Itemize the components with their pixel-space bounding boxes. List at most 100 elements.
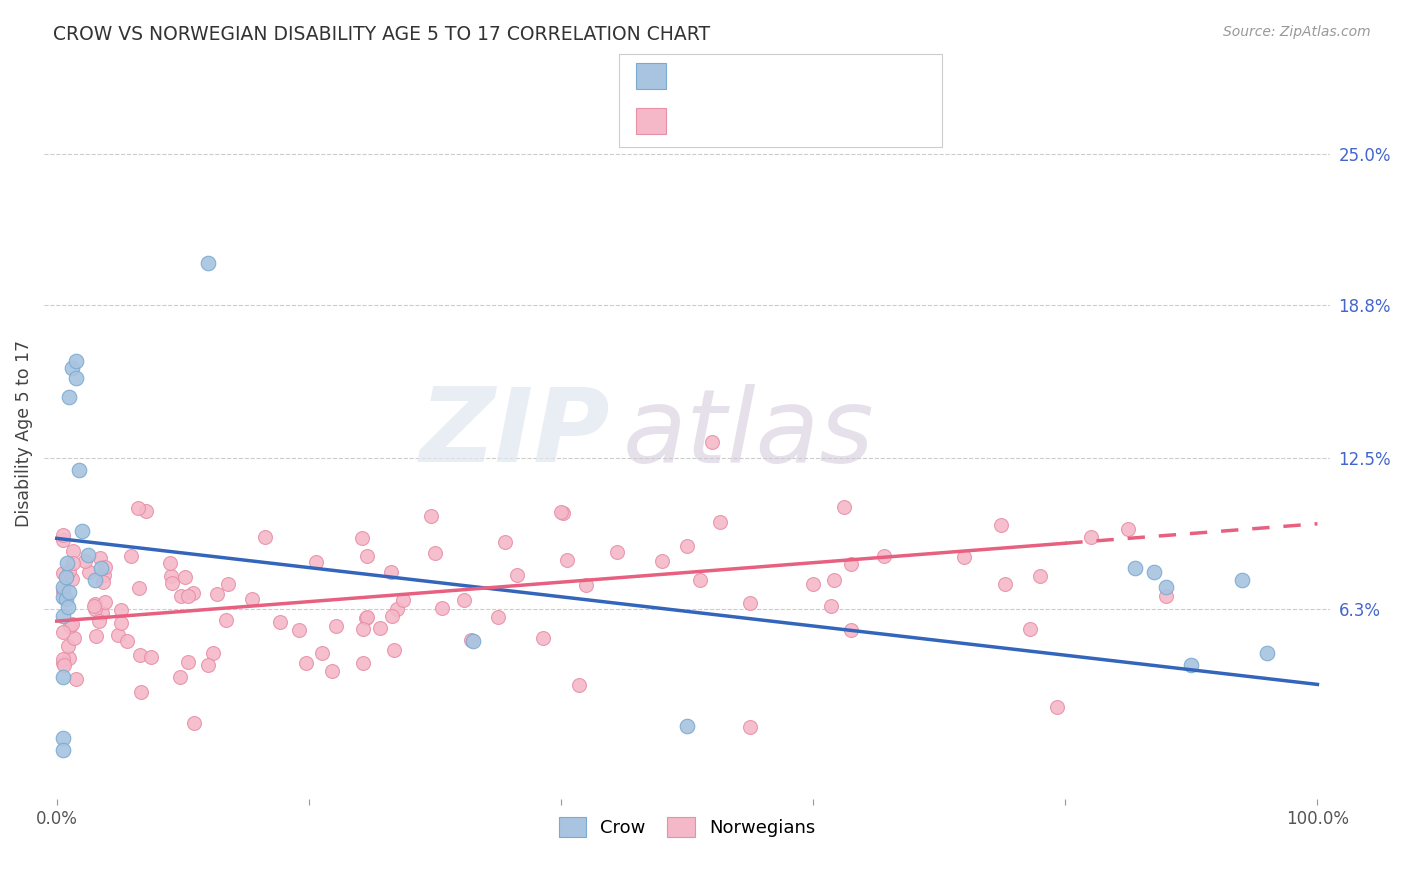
Text: N =: N = (796, 115, 835, 133)
Point (254, 530, 277, 544)
Text: N =: N = (796, 70, 835, 88)
Point (160, 568, 183, 582)
Point (52, 527, 75, 541)
Point (494, 535, 516, 549)
Point (58, 564, 80, 578)
Point (990, 518, 1012, 533)
Point (84, 601, 107, 615)
Point (169, 670, 191, 684)
Point (84, 628, 107, 642)
Point (201, 646, 224, 660)
Y-axis label: Disability Age 5 to 17: Disability Age 5 to 17 (15, 340, 32, 527)
Point (91, 574, 114, 589)
Point (131, 685, 153, 699)
Point (287, 623, 309, 637)
Point (110, 615, 132, 630)
Point (60, 617, 83, 632)
Point (115, 634, 138, 648)
Point (1029, 569, 1052, 583)
Point (62, 572, 84, 586)
Point (352, 622, 374, 636)
Point (839, 558, 862, 572)
Point (1080, 530, 1102, 544)
Point (242, 591, 264, 606)
Point (181, 586, 204, 600)
Point (689, 573, 711, 587)
Point (110, 603, 132, 617)
Point (52, 731, 75, 745)
Point (183, 716, 205, 731)
Point (89, 614, 111, 628)
Point (77, 549, 100, 563)
Point (550, 504, 572, 518)
Point (430, 601, 453, 615)
Point (58, 390, 80, 404)
Point (832, 500, 855, 515)
Point (461, 633, 484, 648)
Point (385, 601, 408, 615)
Point (62, 544, 84, 558)
Point (62, 631, 84, 645)
Point (52, 743, 75, 757)
Point (352, 531, 374, 545)
Point (356, 549, 378, 563)
Point (89, 550, 111, 565)
Text: R =: R = (681, 70, 718, 88)
Text: 29: 29 (832, 70, 855, 88)
Point (174, 569, 197, 583)
Point (94, 560, 117, 574)
Point (953, 549, 976, 564)
Point (873, 549, 896, 563)
Point (702, 435, 724, 450)
Point (177, 655, 200, 669)
Point (159, 556, 181, 570)
Point (52, 670, 75, 684)
Point (506, 568, 529, 582)
Point (531, 631, 554, 645)
Point (305, 555, 328, 569)
Point (1256, 646, 1278, 660)
Point (56, 599, 79, 614)
Point (294, 656, 316, 670)
Point (70, 524, 93, 538)
Point (107, 628, 129, 642)
Point (820, 599, 842, 613)
Point (1154, 589, 1177, 603)
Point (128, 582, 150, 596)
Point (460, 632, 482, 647)
Point (356, 610, 378, 624)
Point (52, 652, 75, 666)
Point (994, 577, 1017, 591)
Text: atlas: atlas (623, 384, 875, 483)
Text: ZIP: ZIP (419, 384, 610, 484)
Point (321, 665, 343, 679)
Point (205, 587, 228, 601)
Point (83, 573, 105, 587)
Point (423, 546, 446, 560)
Point (65, 353, 87, 368)
Point (197, 658, 219, 673)
Text: CROW VS NORWEGIAN DISABILITY AGE 5 TO 17 CORRELATION CHART: CROW VS NORWEGIAN DISABILITY AGE 5 TO 17… (53, 25, 710, 44)
Point (65, 370, 87, 384)
Point (486, 610, 509, 624)
Point (94, 595, 117, 609)
Point (368, 621, 391, 635)
Point (59, 618, 82, 632)
Point (53, 658, 76, 673)
Point (676, 719, 699, 733)
Point (269, 615, 291, 630)
Point (354, 611, 377, 625)
Point (52, 580, 75, 594)
Point (325, 619, 347, 633)
Point (55, 592, 77, 607)
Point (60, 360, 83, 375)
Text: 116: 116 (832, 115, 866, 133)
Point (839, 623, 862, 637)
Point (52, 590, 75, 604)
Point (52, 533, 75, 548)
Text: R =: R = (681, 115, 724, 133)
Point (84, 597, 107, 611)
Point (52, 584, 75, 599)
Point (127, 501, 149, 516)
Point (58, 639, 80, 653)
